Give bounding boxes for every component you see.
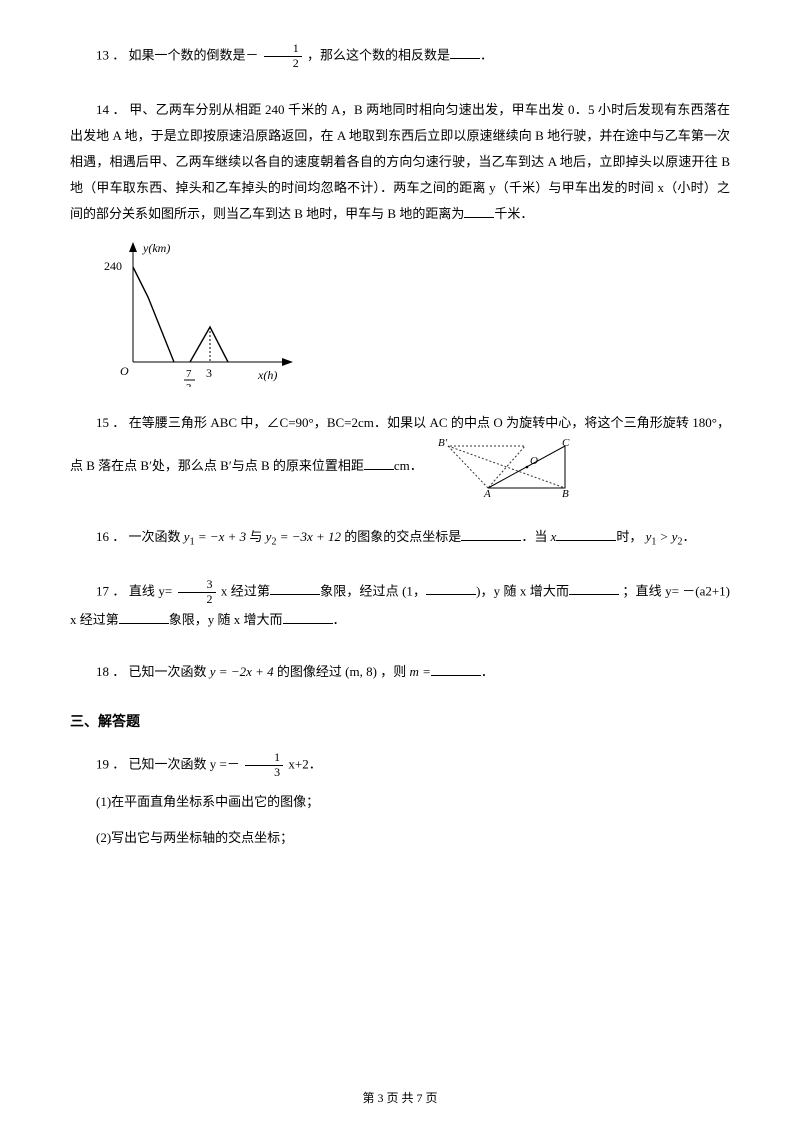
q19-frac: 13 xyxy=(245,751,283,780)
ylabel: y(km) xyxy=(142,241,170,255)
q18-blank[interactable] xyxy=(431,663,481,676)
question-14: 14 ． 甲、乙两车分别从相距 240 千米的 A，B 两地同时相向匀速出发，甲… xyxy=(70,97,730,227)
page-footer: 第 3 页 共 7 页 xyxy=(0,1089,800,1106)
q17-blank3[interactable] xyxy=(569,582,619,595)
question-17: 17 ． 直线 y= 32 x 经过第象限，经过点 (1，)，y 随 x 增大而… xyxy=(70,578,730,633)
q14-num: 14 ． xyxy=(96,102,126,117)
svg-text:C: C xyxy=(562,437,570,449)
q17-frac: 32 xyxy=(178,578,216,607)
svg-text:O: O xyxy=(530,455,538,467)
q13-blank[interactable] xyxy=(450,46,480,59)
ymax: 240 xyxy=(104,259,122,273)
q14-body: 甲、乙两车分别从相距 240 千米的 A，B 两地同时相向匀速出发，甲车出发 0… xyxy=(70,102,730,221)
question-15: 15 ． 在等腰三角形 ABC 中，∠C=90°，BC=2cm．如果以 AC 的… xyxy=(70,410,730,498)
q13-frac: 12 xyxy=(264,42,302,71)
question-19: 19 ． 已知一次函数 y =－ 13 x+2． xyxy=(70,751,730,780)
section-3-title: 三、解答题 xyxy=(70,711,730,731)
q17-num: 17 ． xyxy=(96,583,125,598)
q18-num: 18 ． xyxy=(96,664,125,679)
svg-text:B': B' xyxy=(438,437,448,449)
svg-text:O: O xyxy=(120,364,129,378)
question-13: 13 ． 如果一个数的倒数是－ 12 ，那么这个数的相反数是 ． xyxy=(70,42,730,71)
q16-blank2[interactable] xyxy=(556,528,616,541)
q17-blank1[interactable] xyxy=(270,582,320,595)
q13-t3: ． xyxy=(480,47,493,62)
q17-blank5[interactable] xyxy=(283,611,333,624)
q17-blank2[interactable] xyxy=(426,582,476,595)
q14-unit: 千米． xyxy=(494,206,533,221)
q19-part1: (1)在平面直角坐标系中画出它的图像； xyxy=(70,789,730,815)
q17-blank4[interactable] xyxy=(119,611,169,624)
q16-t1: 一次函数 xyxy=(129,529,184,544)
q16-blank1[interactable] xyxy=(461,528,521,541)
xlabel: x(h) xyxy=(257,368,277,382)
svg-text:B: B xyxy=(562,488,569,498)
q13-num: 13 ． xyxy=(96,47,125,62)
q19-part2: (2)写出它与两坐标轴的交点坐标； xyxy=(70,825,730,851)
svg-text:7: 7 xyxy=(186,368,192,380)
q14-blank[interactable] xyxy=(464,205,494,218)
q19-num: 19 ． xyxy=(96,756,125,771)
q15-blank[interactable] xyxy=(364,457,394,470)
question-18: 18 ． 已知一次函数 y = −2x + 4 的图像经过 (m, 8) ，则 … xyxy=(70,659,730,685)
q15-num: 15 ． xyxy=(96,415,125,430)
question-16: 16 ． 一次函数 y1 = −x + 3 与 y2 = −3x + 12 的图… xyxy=(70,524,730,553)
q14-chart: y(km) x(h) 240 O 7 3 3 xyxy=(98,237,730,392)
svg-text:3: 3 xyxy=(206,366,212,380)
q13-t2: ，那么这个数的相反数是 xyxy=(307,47,450,62)
svg-text:A: A xyxy=(483,488,491,498)
q13-t1: 如果一个数的倒数是－ xyxy=(129,47,259,62)
q16-num: 16 ． xyxy=(96,529,125,544)
q14-chart-svg: y(km) x(h) 240 O 7 3 3 xyxy=(98,237,298,387)
q15-t2: cm． xyxy=(394,458,423,473)
q15-figure: A B C B' O xyxy=(430,436,575,498)
svg-text:3: 3 xyxy=(186,382,192,387)
